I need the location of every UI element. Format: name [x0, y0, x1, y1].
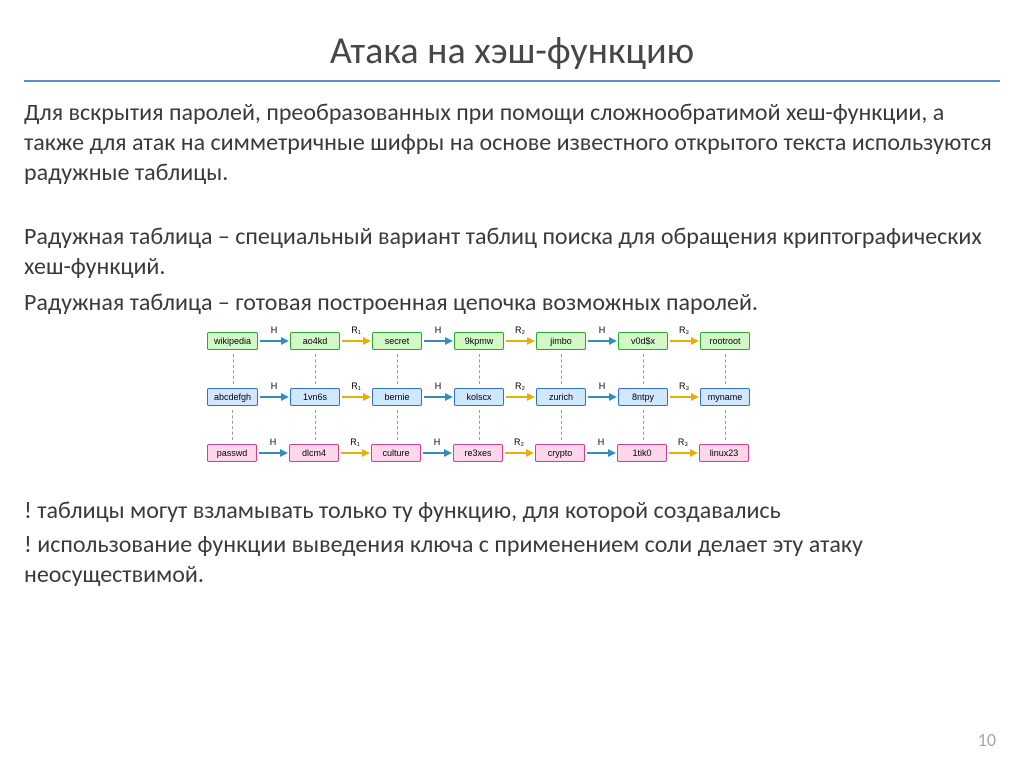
chain-node: secret	[372, 332, 422, 350]
chain-row: abcdefghH 1vn6sR₁ bernieH kolscxR₂ zuric…	[207, 384, 817, 410]
note-2: ! использование функции выведения ключа …	[24, 530, 1000, 590]
chain-node: wikipedia	[207, 332, 258, 350]
chain-node: 1tik0	[617, 444, 667, 462]
arrow-label: R₁	[351, 381, 361, 391]
chain-vlink	[397, 354, 398, 384]
chain-node: passwd	[207, 444, 257, 462]
rainbow-table-diagram: wikipediaH ao4kdR₁ secretH 9kpmwR₂ jimbo…	[207, 328, 817, 466]
chain-node: zurich	[536, 388, 586, 406]
hash-arrow-icon: H	[586, 336, 618, 346]
chain-vlink	[643, 354, 644, 384]
chain-vlink	[233, 354, 234, 384]
arrow-label: H	[435, 381, 442, 391]
page-number: 10	[978, 729, 996, 751]
chain-node: linux23	[699, 444, 749, 462]
chain-node: bernie	[372, 388, 422, 406]
hash-arrow-icon: H	[586, 392, 618, 402]
arrow-label: R₁	[350, 437, 360, 447]
hash-arrow-icon: H	[421, 448, 453, 458]
chain-node: crypto	[535, 444, 585, 462]
chain-node: jimbo	[536, 332, 586, 350]
reduce-arrow-icon: R₁	[340, 392, 372, 402]
reduce-arrow-icon: R₁	[340, 336, 372, 346]
arrow-label: R₂	[514, 437, 524, 447]
chain-vlink	[315, 354, 316, 384]
chain-row: passwdH dlcm4R₁ cultureH re3xesR₂ crypto…	[207, 440, 817, 466]
chain-node: kolscx	[454, 388, 504, 406]
chain-node: 9kpmw	[454, 332, 504, 350]
chain-node: rootroot	[700, 332, 750, 350]
reduce-arrow-icon: R₂	[503, 448, 535, 458]
arrow-label: H	[599, 381, 606, 391]
arrow-label: R₂	[515, 325, 525, 335]
chain-node: ao4kd	[290, 332, 340, 350]
note-1: ! таблицы могут взламывать только ту фун…	[24, 496, 1000, 526]
chain-node: v0d$x	[618, 332, 668, 350]
reduce-arrow-icon: R₁	[339, 448, 371, 458]
reduce-arrow-icon: R₂	[504, 392, 536, 402]
paragraph-2: Радужная таблица – специальный вариант т…	[24, 222, 1000, 282]
arrow-label: H	[270, 437, 277, 447]
hash-arrow-icon: H	[258, 392, 290, 402]
arrow-label: H	[271, 381, 278, 391]
arrow-label: R₃	[679, 325, 689, 335]
reduce-arrow-icon: R₃	[667, 448, 699, 458]
chain-row: wikipediaH ao4kdR₁ secretH 9kpmwR₂ jimbo…	[207, 328, 817, 354]
arrow-label: H	[599, 325, 606, 335]
chain-node: re3xes	[453, 444, 503, 462]
chain-vlink	[397, 410, 398, 440]
chain-vlink	[725, 354, 726, 384]
arrow-label: H	[598, 437, 605, 447]
arrow-label: R₃	[679, 381, 689, 391]
arrow-label: R₂	[515, 381, 525, 391]
chain-node: abcdefgh	[207, 388, 258, 406]
chain-vlink	[725, 410, 726, 440]
chain-vlink	[561, 354, 562, 384]
hash-arrow-icon: H	[258, 336, 290, 346]
paragraph-3: Радужная таблица – готовая построенная ц…	[24, 288, 1000, 318]
chain-vlink	[315, 410, 316, 440]
arrow-label: R₁	[351, 325, 361, 335]
slide-title: Атака на хэш-функцию	[24, 28, 1000, 74]
reduce-arrow-icon: R₃	[668, 392, 700, 402]
arrow-label: R₃	[678, 437, 688, 447]
arrow-label: H	[435, 325, 442, 335]
arrow-label: H	[434, 437, 441, 447]
title-underline	[24, 80, 1000, 82]
hash-arrow-icon: H	[585, 448, 617, 458]
hash-arrow-icon: H	[257, 448, 289, 458]
chain-node: dlcm4	[289, 444, 339, 462]
chain-vlink	[643, 410, 644, 440]
reduce-arrow-icon: R₃	[668, 336, 700, 346]
chain-node: myname	[700, 388, 750, 406]
paragraph-1: Для вскрытия паролей, преобразованных пр…	[24, 98, 1000, 188]
chain-node: culture	[371, 444, 421, 462]
chain-vlink	[479, 410, 480, 440]
hash-arrow-icon: H	[422, 392, 454, 402]
reduce-arrow-icon: R₂	[504, 336, 536, 346]
chain-node: 1vn6s	[290, 388, 340, 406]
arrow-label: H	[271, 325, 278, 335]
hash-arrow-icon: H	[422, 336, 454, 346]
chain-vlink	[232, 410, 233, 440]
chain-vlink	[561, 410, 562, 440]
chain-node: 8ntpy	[618, 388, 668, 406]
chain-vlink	[479, 354, 480, 384]
